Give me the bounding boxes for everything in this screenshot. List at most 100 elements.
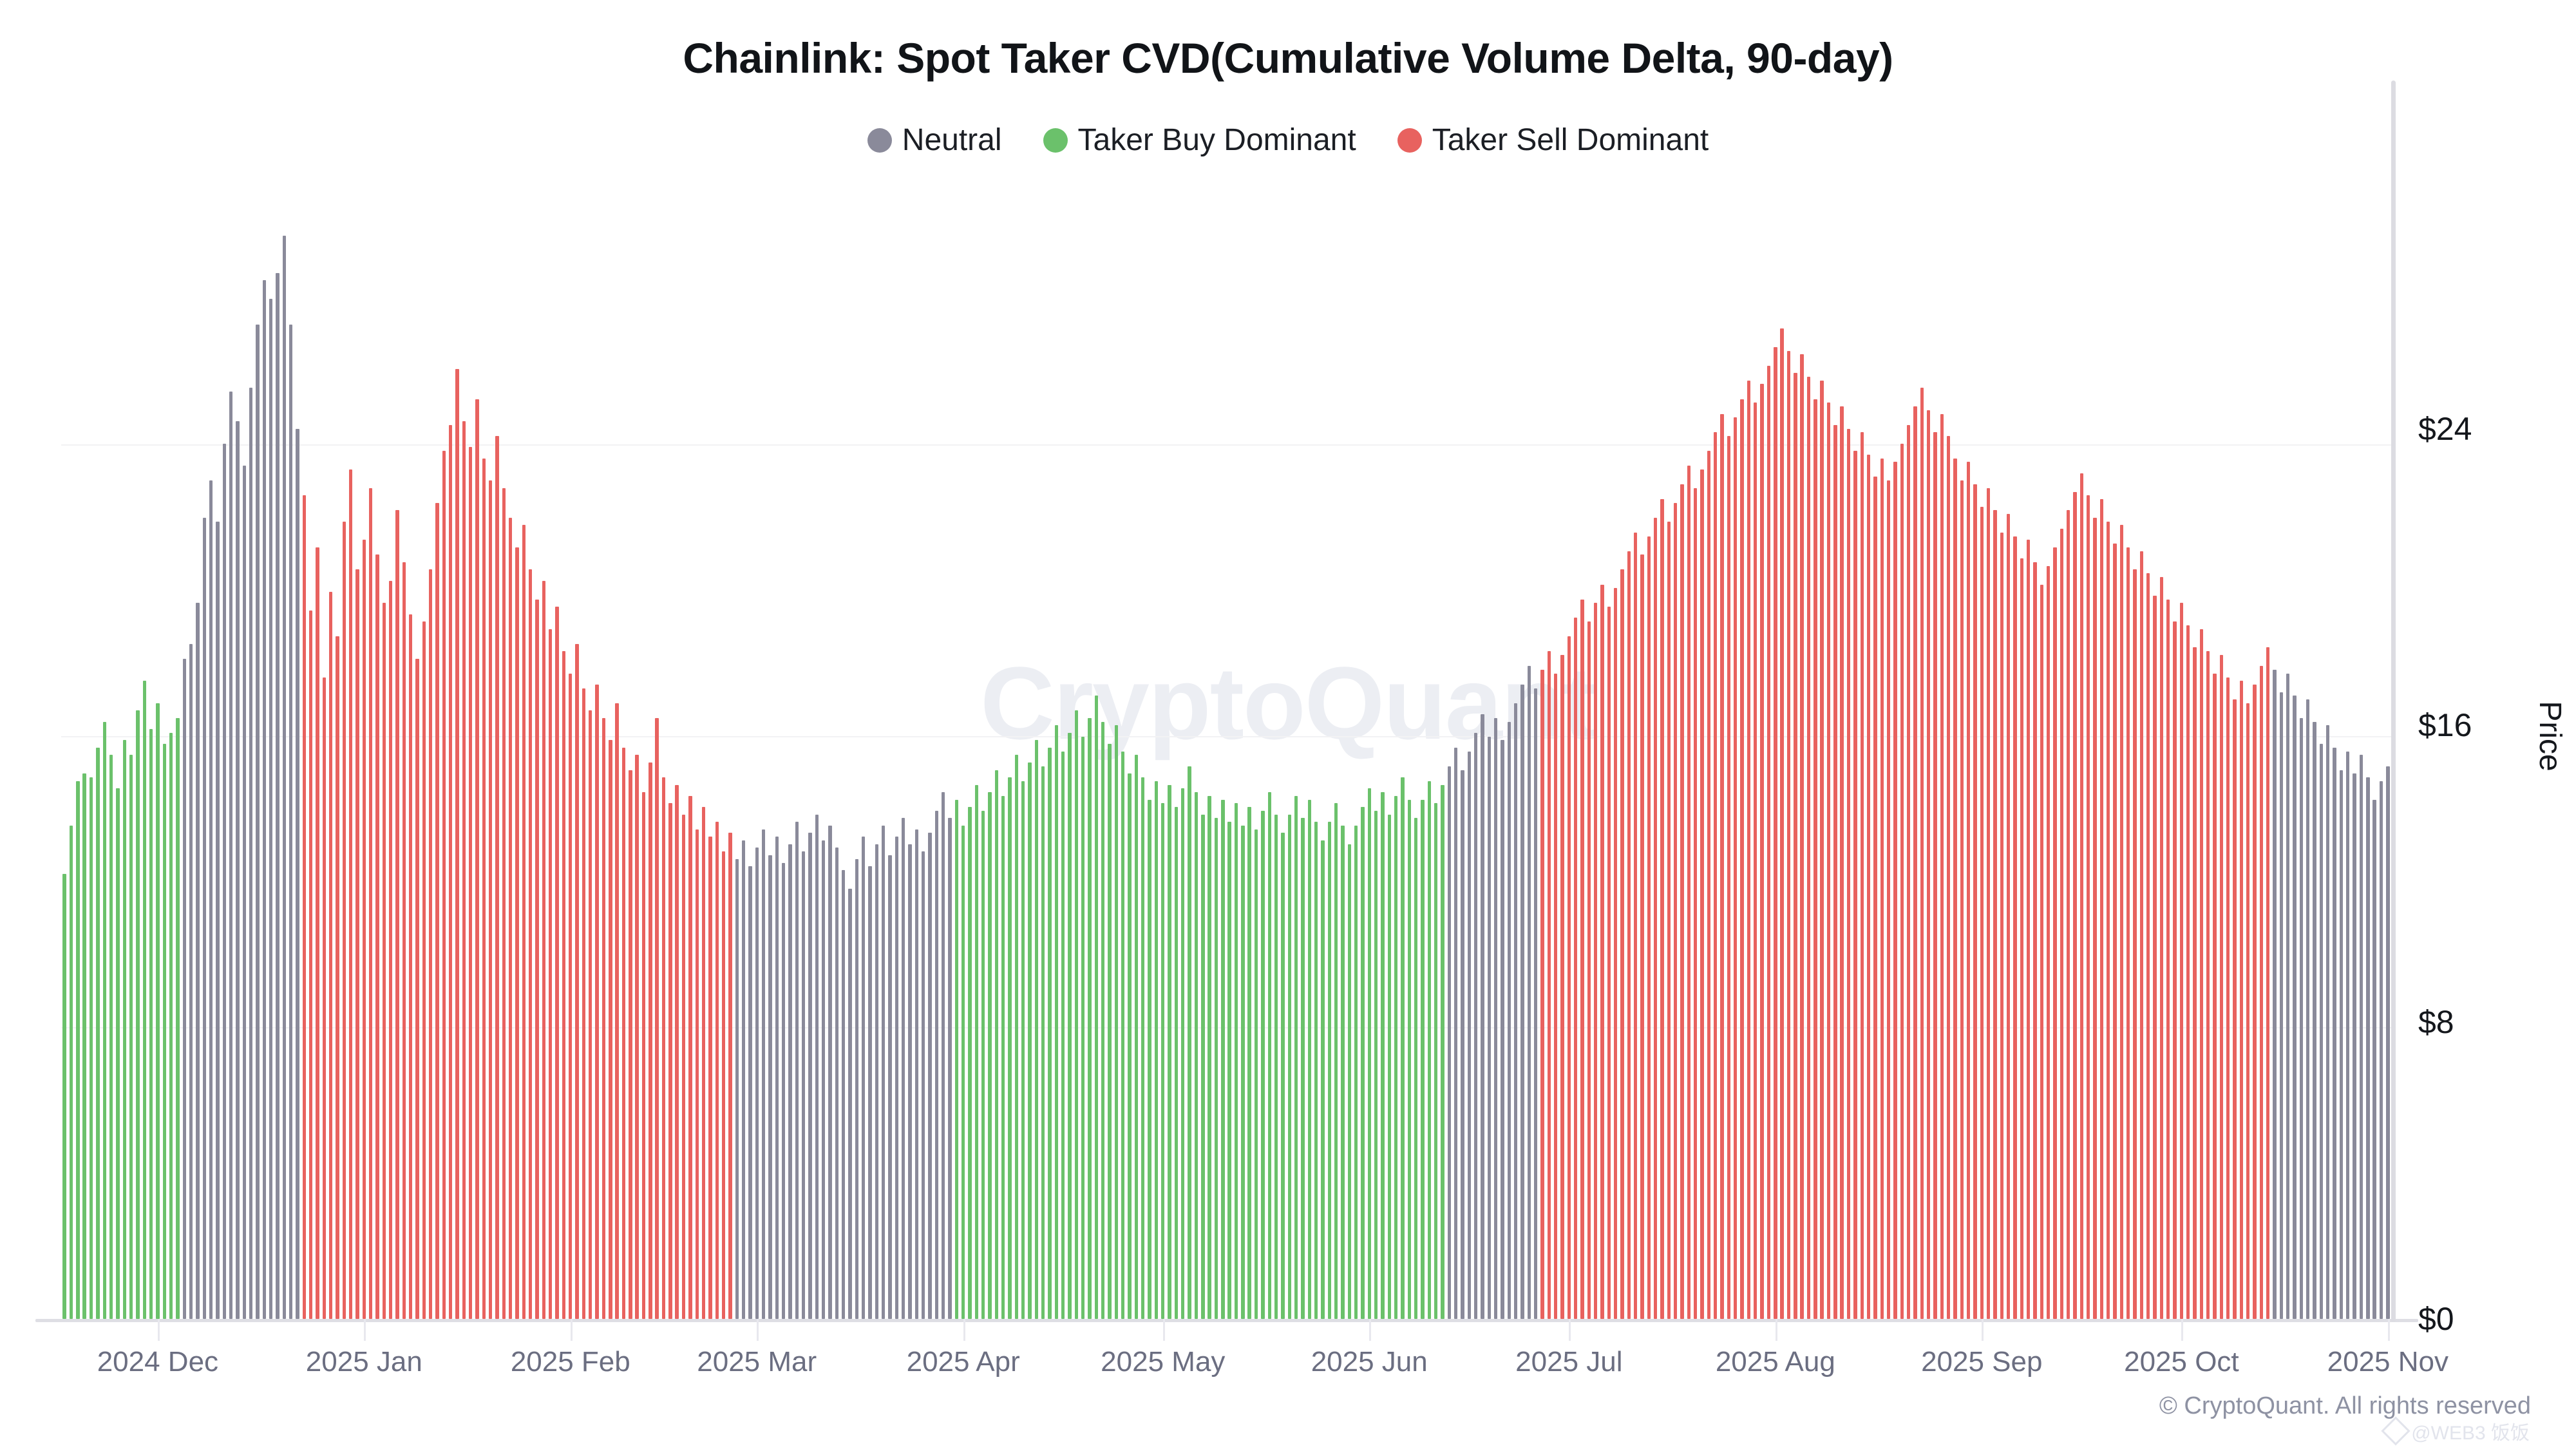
- bar[interactable]: [415, 658, 419, 1319]
- bar[interactable]: [1806, 376, 1811, 1319]
- bar[interactable]: [1168, 784, 1171, 1319]
- bar[interactable]: [1720, 413, 1724, 1319]
- bar[interactable]: [1068, 732, 1072, 1319]
- bar[interactable]: [801, 851, 806, 1319]
- bar[interactable]: [2173, 621, 2177, 1319]
- bar[interactable]: [509, 517, 513, 1319]
- bar[interactable]: [1680, 484, 1684, 1319]
- bar[interactable]: [1281, 833, 1285, 1319]
- bar[interactable]: [502, 488, 506, 1319]
- bar[interactable]: [76, 781, 80, 1319]
- bar[interactable]: [2026, 540, 2031, 1319]
- bar[interactable]: [1906, 424, 1911, 1319]
- bar[interactable]: [136, 710, 140, 1319]
- bar[interactable]: [362, 540, 366, 1319]
- bar[interactable]: [1707, 451, 1711, 1319]
- bar[interactable]: [2066, 510, 2070, 1319]
- bar[interactable]: [522, 525, 526, 1319]
- bar[interactable]: [2179, 603, 2184, 1319]
- bar[interactable]: [176, 717, 180, 1319]
- bar[interactable]: [2319, 744, 2324, 1319]
- bar[interactable]: [1447, 766, 1451, 1319]
- bar[interactable]: [1094, 696, 1099, 1319]
- bar[interactable]: [595, 685, 599, 1319]
- bar[interactable]: [954, 799, 959, 1319]
- bar[interactable]: [1254, 829, 1258, 1319]
- bar[interactable]: [1054, 725, 1059, 1319]
- bar[interactable]: [2372, 799, 2376, 1319]
- bar[interactable]: [222, 443, 226, 1319]
- bar[interactable]: [529, 569, 533, 1319]
- bar[interactable]: [941, 792, 945, 1319]
- bar[interactable]: [322, 677, 326, 1319]
- bar[interactable]: [661, 777, 666, 1319]
- bar[interactable]: [2186, 625, 2190, 1319]
- bar[interactable]: [841, 870, 846, 1319]
- bar[interactable]: [928, 833, 932, 1319]
- bar[interactable]: [1714, 432, 1718, 1319]
- bar[interactable]: [635, 755, 639, 1319]
- bar[interactable]: [589, 710, 592, 1319]
- bar[interactable]: [489, 480, 493, 1319]
- bar[interactable]: [994, 770, 999, 1319]
- bar[interactable]: [1028, 762, 1032, 1319]
- bar[interactable]: [2060, 529, 2063, 1319]
- bar[interactable]: [649, 762, 652, 1319]
- bar[interactable]: [621, 747, 626, 1319]
- bar[interactable]: [875, 844, 878, 1319]
- bar[interactable]: [462, 421, 466, 1319]
- bar[interactable]: [455, 369, 459, 1319]
- bar[interactable]: [1101, 721, 1105, 1319]
- bar[interactable]: [2379, 781, 2383, 1319]
- bar[interactable]: [2353, 773, 2356, 1319]
- bar[interactable]: [1900, 443, 1904, 1319]
- bar[interactable]: [269, 299, 273, 1319]
- bar[interactable]: [1873, 477, 1877, 1319]
- bar[interactable]: [342, 521, 346, 1319]
- bar[interactable]: [1481, 714, 1484, 1319]
- bar[interactable]: [948, 818, 952, 1319]
- bar[interactable]: [895, 837, 898, 1319]
- bar[interactable]: [1607, 607, 1611, 1319]
- bar[interactable]: [1361, 807, 1365, 1319]
- bar[interactable]: [1993, 510, 1997, 1319]
- bar[interactable]: [1846, 428, 1851, 1319]
- bar[interactable]: [2226, 677, 2230, 1319]
- bar[interactable]: [1913, 406, 1917, 1319]
- bar[interactable]: [1567, 636, 1571, 1319]
- bar[interactable]: [868, 866, 872, 1319]
- bar[interactable]: [82, 773, 86, 1319]
- bar[interactable]: [1114, 725, 1119, 1319]
- bar[interactable]: [1574, 618, 1578, 1319]
- bar[interactable]: [302, 495, 306, 1319]
- bar[interactable]: [1960, 480, 1964, 1319]
- bar[interactable]: [2073, 491, 2077, 1319]
- bar[interactable]: [2113, 544, 2117, 1319]
- bar[interactable]: [921, 851, 925, 1319]
- bar[interactable]: [1560, 654, 1564, 1319]
- bar[interactable]: [2333, 747, 2336, 1319]
- bar[interactable]: [2233, 699, 2237, 1319]
- bar[interactable]: [1188, 766, 1191, 1319]
- bar[interactable]: [1487, 736, 1491, 1319]
- bar[interactable]: [701, 807, 706, 1319]
- bar[interactable]: [1687, 466, 1691, 1319]
- bar[interactable]: [1088, 717, 1092, 1319]
- bar[interactable]: [1081, 736, 1085, 1319]
- bar[interactable]: [316, 547, 319, 1319]
- bar[interactable]: [229, 392, 233, 1319]
- bar[interactable]: [1547, 651, 1551, 1319]
- bar[interactable]: [1554, 673, 1558, 1319]
- bar[interactable]: [475, 399, 479, 1319]
- bar[interactable]: [256, 325, 260, 1319]
- bar[interactable]: [569, 673, 573, 1319]
- bar[interactable]: [1121, 751, 1125, 1319]
- bar[interactable]: [755, 848, 759, 1319]
- bar[interactable]: [575, 643, 579, 1319]
- bar[interactable]: [1700, 469, 1704, 1319]
- bar[interactable]: [1441, 784, 1444, 1319]
- bar[interactable]: [1341, 825, 1345, 1319]
- bar[interactable]: [1061, 751, 1065, 1319]
- bar[interactable]: [449, 424, 453, 1319]
- bar[interactable]: [1780, 328, 1784, 1319]
